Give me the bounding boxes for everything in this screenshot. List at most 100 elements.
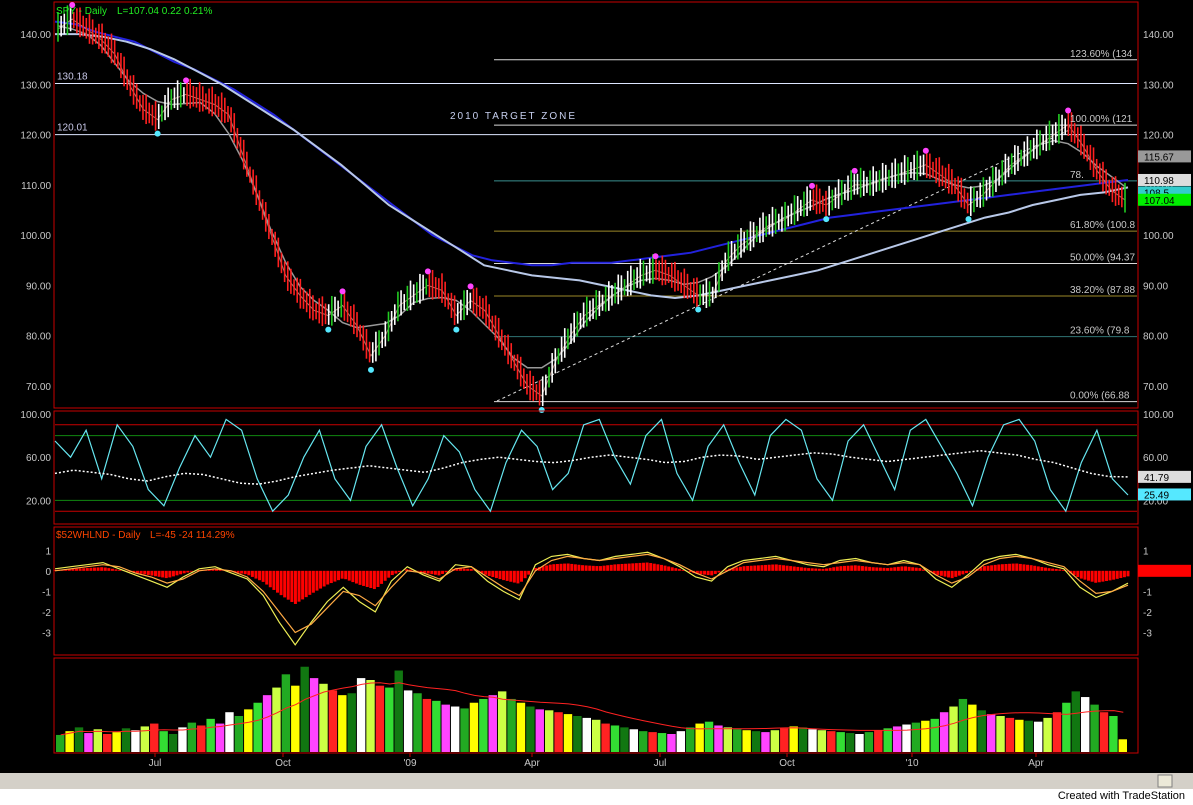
scrollbar-track[interactable]: [0, 773, 1193, 789]
horizontal-scrollbar[interactable]: [0, 773, 1193, 789]
volume-bar: [1043, 717, 1052, 752]
stoch-k-line: [54, 418, 1129, 513]
price-y-tick-left: 140.00: [20, 30, 51, 41]
volume-bar: [131, 730, 140, 752]
volume-bar: [770, 730, 780, 752]
stoch-y-tick-right: 100.00: [1143, 410, 1174, 421]
volume-panel-frame: [53, 657, 1139, 754]
fibonacci-label: 0.00% (66.88: [1070, 391, 1130, 402]
moving-average-line: [55, 33, 1129, 300]
footer-strip: [0, 789, 1193, 805]
stoch-y-tick-right: 20.00: [1143, 496, 1168, 507]
price-legend-text: L=107.04 0.22 0.21%: [117, 6, 212, 17]
volume-bar: [291, 685, 300, 752]
fibonacci-label: 100.00% (121: [1070, 114, 1133, 125]
swing-low-marker: [154, 130, 161, 137]
volume-bar: [516, 702, 526, 752]
support-line-label: 130.18: [57, 71, 88, 82]
volume-bar: [526, 706, 535, 752]
breadth-y-tick-right: -3: [1143, 628, 1152, 639]
breadth-y-tick-left: -1: [42, 587, 51, 598]
volume-bar: [488, 695, 497, 752]
volume-bar: [883, 728, 892, 752]
volume-bar: [921, 720, 930, 752]
axis-value-text: 115.67: [1144, 152, 1174, 163]
volume-bar: [460, 708, 469, 752]
axis-value-box: [1138, 564, 1191, 577]
price-line: [57, 18, 1126, 397]
volume-bar: [996, 716, 1005, 752]
price-y-tick-right: 140.00: [1143, 30, 1174, 41]
swing-high-marker: [467, 283, 474, 290]
stoch-d-line: [54, 449, 1129, 485]
volume-bar: [262, 695, 272, 752]
fibonacci-label: 50.00% (94.37: [1070, 252, 1135, 263]
swing-high-marker: [424, 268, 431, 275]
axis-value-text: 107.04: [1144, 196, 1175, 207]
breadth-y-tick-left: -3: [42, 628, 51, 639]
fibonacci-label: 61.80% (100.8: [1070, 220, 1135, 231]
volume-bar: [385, 687, 394, 752]
x-tick-label: Apr: [524, 758, 540, 769]
volume-bar: [422, 698, 432, 752]
volume-bar: [573, 716, 582, 752]
volume-bar: [159, 731, 168, 752]
axis-value-text: 25.49: [1144, 490, 1169, 501]
scrollbar-thumb[interactable]: [1157, 774, 1173, 788]
footer-credit: Created with TradeStation: [1057, 790, 1185, 802]
price-chart-title: SPY - Daily: [56, 6, 107, 17]
volume-bar: [272, 687, 281, 752]
swing-high-marker: [922, 147, 929, 154]
volume-bar: [798, 727, 808, 752]
volume-bar: [563, 714, 573, 752]
swing-low-marker: [965, 216, 972, 223]
volume-bar: [592, 719, 601, 752]
volume-bar: [958, 698, 968, 752]
fibonacci-label: 78.: [1070, 170, 1084, 181]
volume-bar: [1052, 712, 1062, 752]
volume-bar: [1024, 720, 1033, 752]
volume-bar: [338, 695, 347, 752]
swing-low-marker: [325, 326, 332, 333]
volume-bar: [986, 714, 996, 752]
volume-bar: [629, 729, 639, 752]
swing-low-marker: [823, 216, 830, 223]
volume-bar: [554, 712, 563, 752]
volume-bar: [686, 727, 695, 752]
volume-bar: [723, 727, 733, 752]
volume-bar: [620, 727, 629, 752]
x-axis: Jul Oct '09 Apr Jul Oct '10 Apr: [149, 753, 1044, 769]
volume-bar: [178, 727, 187, 752]
breadth-legend-text: L=-45 -24 114.29%: [150, 530, 235, 541]
volume-bar: [1109, 716, 1118, 752]
volume-bar: [1090, 704, 1099, 752]
volume-bar: [648, 732, 657, 752]
volume-bar: [206, 718, 215, 752]
volume-bar: [601, 723, 610, 752]
price-y-tick-right: 80.00: [1143, 332, 1168, 343]
short-moving-average-line: [57, 25, 1126, 369]
breadth-panel: 1100-1-1-2-2-3-3 $52WHLND - Daily L=-45 …: [42, 526, 1191, 656]
axis-value-box: [1138, 470, 1191, 483]
breadth-panel-frame: [53, 526, 1139, 656]
breadth-chart-title: $52WHLND - Daily: [56, 530, 140, 541]
volume-bar: [874, 730, 883, 752]
volume-bar: [704, 721, 714, 752]
volume-bar: [140, 726, 150, 752]
axis-value-box: [1138, 488, 1191, 501]
breadth-slow-line: [54, 553, 1129, 634]
volume-bar: [375, 685, 385, 752]
moving-average-line: [54, 20, 1129, 267]
volume-bar: [1005, 717, 1015, 752]
volume-bar: [1080, 697, 1090, 752]
volume-bar: [544, 710, 554, 752]
axis-value-box: [1138, 150, 1191, 163]
volume-bar: [197, 725, 206, 752]
price-y-tick-left: 70.00: [26, 382, 51, 393]
volume-bar: [676, 731, 686, 752]
volume-bar: [309, 678, 319, 752]
stoch-y-tick-left: 20.00: [26, 496, 51, 507]
volume-bar: [1118, 739, 1127, 752]
stoch-y-tick-right: 60.00: [1143, 453, 1168, 464]
axis-value-text: 110.98: [1144, 176, 1174, 187]
